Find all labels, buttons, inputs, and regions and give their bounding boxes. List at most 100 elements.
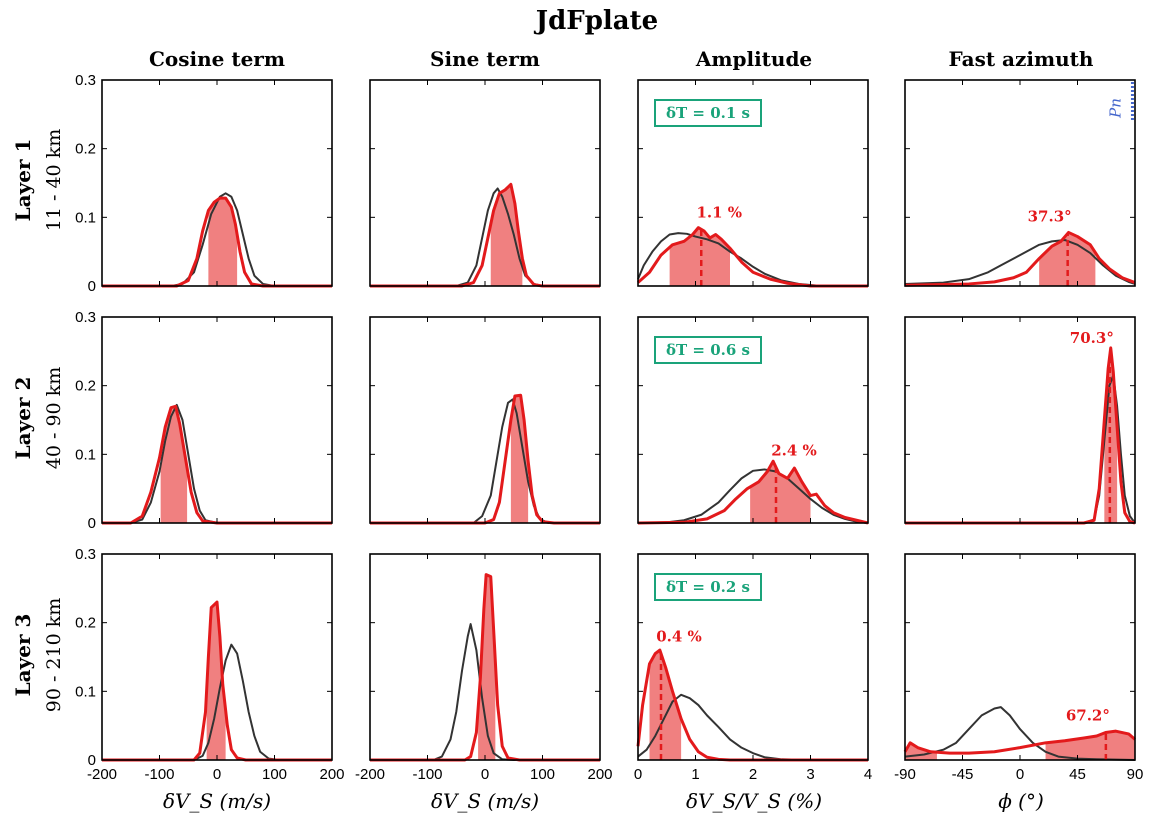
x-tick-label: 100 xyxy=(262,766,287,783)
xlabel-sine: δV_S (m/s) xyxy=(431,789,539,813)
column-title-amplitude: Amplitude xyxy=(695,47,812,71)
panel-r3-c4: 67.2° -90 -45 0 45 90 xyxy=(894,553,1144,783)
credible-interval-shade xyxy=(478,574,496,760)
x-tick-label: -200 xyxy=(355,766,385,783)
xlabel-fast-azimuth: ϕ (°) xyxy=(998,789,1044,813)
posterior-distribution-line xyxy=(370,393,600,525)
pn-label: Pn xyxy=(1106,98,1124,119)
panel-r1-c3: 1.1 % δT = 0.1 s xyxy=(636,79,869,288)
posterior-distribution-line xyxy=(102,404,332,525)
axes-frame xyxy=(101,316,333,524)
prior-distribution-line xyxy=(102,403,332,524)
panel-r2-c3: 2.4 % δT = 0.6 s xyxy=(637,316,869,525)
credible-interval-shade xyxy=(750,462,811,523)
delta-t-box xyxy=(654,99,762,127)
y-tick-label: 0 xyxy=(88,515,96,532)
credible-interval-shade xyxy=(1045,731,1135,760)
x-tick-label: 0 xyxy=(1016,766,1024,783)
panel-r2-c1: 0 0.1 0.2 0.3 xyxy=(75,309,333,532)
posterior-distribution-line xyxy=(102,600,332,762)
panels-group: 00.10.20.31.1 %δT = 0.1 s37.3°Pn00.10.20… xyxy=(75,72,1143,783)
prior-distribution-line xyxy=(370,398,600,524)
prior-distribution-line xyxy=(637,468,869,524)
x-tick-label: 200 xyxy=(587,766,612,783)
x-tick-label: 0 xyxy=(213,766,221,783)
credible-interval-shade xyxy=(208,198,238,286)
credible-interval-shade xyxy=(206,602,226,760)
median-value-label: 1.1 % xyxy=(696,203,742,221)
xlabel-amplitude: δV_S/V_S (%) xyxy=(686,789,822,813)
y-tick-label: 0.3 xyxy=(75,72,96,89)
median-value-label: 2.4 % xyxy=(771,441,817,459)
posterior-distribution-line xyxy=(905,346,1136,525)
y-tick-label: 0.1 xyxy=(75,446,96,463)
panel-r1-c4: 37.3° Pn xyxy=(904,79,1136,287)
x-tick-label: -45 xyxy=(952,766,974,783)
y-tick-label: 0 xyxy=(88,278,96,295)
x-tick-label: 0 xyxy=(481,766,489,783)
prior-distribution-line xyxy=(904,706,1136,761)
y-tick-label: 0.3 xyxy=(75,546,96,563)
prior-distribution-line xyxy=(370,187,600,287)
prior-distribution-line xyxy=(102,643,332,761)
panel-r1-c2 xyxy=(369,79,601,288)
x-tick-label: -100 xyxy=(144,766,174,783)
column-title-fast-azimuth: Fast azimuth xyxy=(949,47,1094,71)
x-tick-label: -200 xyxy=(87,766,117,783)
posterior-distribution-line xyxy=(636,648,868,762)
panel-r2-c4: 70.3° xyxy=(904,316,1136,525)
y-tick-label: 0.1 xyxy=(75,209,96,226)
panel-r3-c2: -200 -100 0 100 200 xyxy=(355,553,613,783)
row-label-layer-3: Layer 3 xyxy=(11,614,35,697)
x-tick-label: 1 xyxy=(691,766,699,783)
column-title-cosine: Cosine term xyxy=(149,47,285,71)
posterior-distribution-line xyxy=(903,729,1136,755)
panel-r3-c3: 0.4 % δT = 0.2 s 0 1 2 3 4 xyxy=(634,553,872,783)
posterior-distribution-line xyxy=(102,196,332,288)
median-value-label: 0.4 % xyxy=(656,628,702,646)
axes-frame xyxy=(369,316,601,524)
panel-r2-c2 xyxy=(369,316,601,525)
row-depth-layer-1: 11 - 40 km xyxy=(43,129,65,231)
y-tick-label: 0.2 xyxy=(75,141,96,158)
delta-t-label: δT = 0.2 s xyxy=(666,578,750,596)
x-tick-label: 200 xyxy=(319,766,344,783)
prior-distribution-line xyxy=(905,374,1136,524)
delta-t-box xyxy=(654,573,762,601)
x-tick-label: 3 xyxy=(806,766,814,783)
row-depth-layer-3: 90 - 210 km xyxy=(43,598,65,713)
prior-distribution-line xyxy=(904,238,1136,285)
y-tick-label: 0 xyxy=(88,752,96,769)
posterior-distribution-line xyxy=(370,182,600,288)
posterior-distribution-line xyxy=(370,573,600,762)
x-tick-label: 100 xyxy=(530,766,555,783)
prior-distribution-line xyxy=(370,623,600,761)
delta-t-box xyxy=(654,336,762,364)
median-value-label: 37.3° xyxy=(1028,207,1072,225)
row-label-layer-1: Layer 1 xyxy=(11,139,35,222)
x-tick-label: -100 xyxy=(412,766,442,783)
x-tick-label: 45 xyxy=(1069,766,1086,783)
posterior-distribution-line xyxy=(636,226,868,288)
y-tick-label: 0.3 xyxy=(75,309,96,326)
panel-r1-c1: 0 0.1 0.2 0.3 xyxy=(75,72,333,295)
delta-t-label: δT = 0.1 s xyxy=(666,104,750,122)
row-label-layer-2: Layer 2 xyxy=(11,377,35,460)
y-tick-label: 0.2 xyxy=(75,378,96,395)
credible-interval-shade xyxy=(510,395,529,523)
row-depth-layer-2: 40 - 90 km xyxy=(43,367,65,469)
column-title-sine: Sine term xyxy=(430,47,540,71)
median-value-label: 70.3° xyxy=(1070,329,1114,347)
posterior-distribution-line xyxy=(904,230,1136,287)
delta-t-label: δT = 0.6 s xyxy=(666,341,750,359)
x-tick-label: 2 xyxy=(749,766,757,783)
median-value-label: 67.2° xyxy=(1066,706,1110,724)
y-tick-label: 0.2 xyxy=(75,615,96,632)
x-tick-label: -90 xyxy=(894,766,916,783)
x-tick-label: 90 xyxy=(1127,766,1144,783)
y-tick-label: 0.1 xyxy=(75,683,96,700)
posterior-distribution-line xyxy=(637,459,869,525)
x-tick-label: 4 xyxy=(864,766,872,783)
figure-title: JdFplate xyxy=(534,6,658,36)
